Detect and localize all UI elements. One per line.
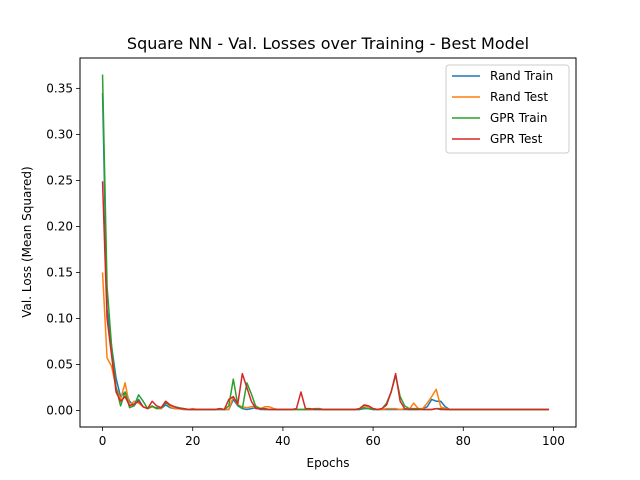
y-tick-label: 0.20 <box>46 219 73 233</box>
y-axis-label: Val. Loss (Mean Squared) <box>20 166 34 317</box>
x-tick-label: 40 <box>275 434 290 448</box>
x-tick-label: 0 <box>99 434 107 448</box>
series-layer <box>101 74 549 411</box>
x-axis-label: Epochs <box>307 456 350 470</box>
x-tick-label: 80 <box>456 434 471 448</box>
plot-frame <box>79 57 577 428</box>
y-tick-label: 0.15 <box>46 265 73 279</box>
series-line-gpr-test <box>101 181 549 411</box>
chart-title: Square NN - Val. Losses over Training - … <box>127 34 529 53</box>
y-tick-label: 0.10 <box>46 311 73 325</box>
legend-label: GPR Test <box>490 132 543 146</box>
y-tick-label: 0.30 <box>46 127 73 141</box>
y-tick-label: 0.00 <box>46 403 73 417</box>
y-tick-label: 0.25 <box>46 173 73 187</box>
x-axis-ticks: 0 20 40 60 80 100 <box>99 427 565 448</box>
y-tick-label: 0.05 <box>46 357 73 371</box>
legend-box <box>445 64 570 154</box>
x-tick-label: 100 <box>542 434 565 448</box>
legend-label: Rand Test <box>490 90 548 104</box>
x-tick-label: 60 <box>365 434 380 448</box>
x-tick-label: 20 <box>185 434 200 448</box>
legend: Rand Train Rand Test GPR Train GPR Test <box>445 64 570 154</box>
y-tick-label: 0.35 <box>46 81 73 95</box>
legend-label: GPR Train <box>490 111 547 125</box>
y-axis-ticks: 0.00 0.05 0.10 0.15 0.20 0.25 0.30 0.35 <box>46 81 80 417</box>
legend-label: Rand Train <box>490 69 553 83</box>
